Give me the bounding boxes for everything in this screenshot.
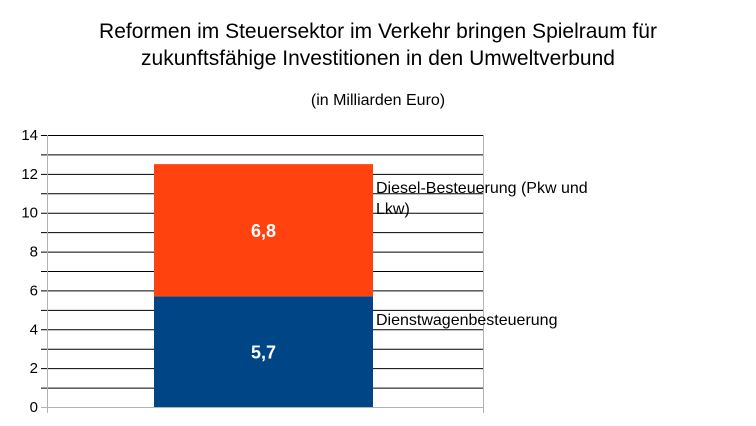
y-tick-label: 12 (21, 166, 38, 183)
legend-diesel-besteuerung: Diesel-Besteuerung (Pkw und Lkw) (376, 180, 588, 219)
y-axis-ticks: 0 2 4 6 8 10 12 14 (21, 127, 38, 416)
y-tick-label: 8 (30, 244, 38, 261)
bar-segment-diesel (154, 164, 373, 297)
y-tick-label: 10 (21, 205, 38, 222)
chart-title-line2: zukunftsfähige Investitionen in den Umwe… (141, 47, 615, 70)
bar-segment-dienstwagen (154, 296, 373, 407)
chart-title-line1: Reformen im Steuersektor im Verkehr brin… (99, 20, 657, 43)
stacked-bar (154, 164, 373, 407)
y-tick-label: 14 (21, 127, 38, 144)
data-label-dienstwagen: 5,7 (251, 343, 276, 363)
legend-dienstwagenbesteuerung: Dienstwagenbesteuerung (376, 312, 558, 330)
chart-title: Reformen im Steuersektor im Verkehr brin… (0, 18, 756, 72)
data-label-diesel: 6,8 (251, 221, 276, 241)
y-tick-label: 4 (30, 321, 38, 338)
y-tick-label: 2 (30, 360, 38, 377)
segment-labels: 5,7 6,8 (251, 221, 276, 362)
chart-subtitle: (in Milliarden Euro) (310, 92, 446, 109)
y-tick-label: 0 (30, 399, 38, 416)
y-tick-label: 6 (30, 282, 38, 299)
